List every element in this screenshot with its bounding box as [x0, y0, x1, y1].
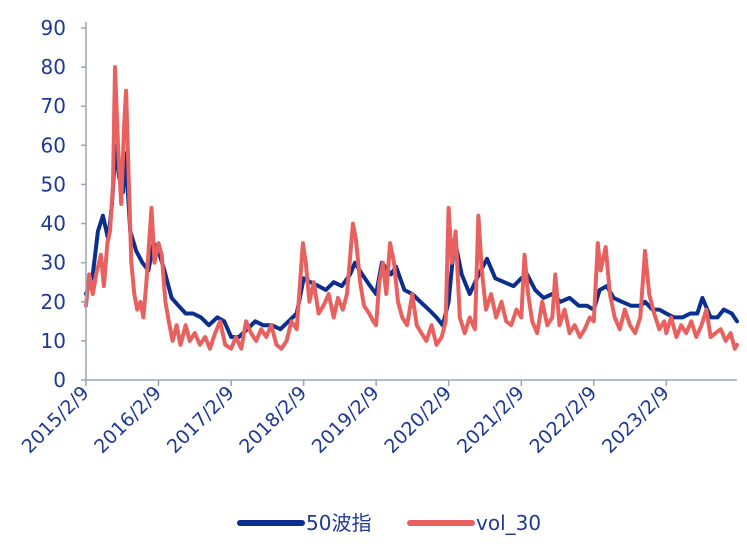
y-tick-label: 70 [41, 94, 66, 118]
x-tick-label: 2020/2/9 [380, 382, 456, 458]
x-axis-ticks: 2015/2/92016/2/92017/2/92018/2/92019/2/9… [18, 380, 674, 458]
x-tick-label: 2017/2/9 [163, 382, 239, 458]
y-tick-label: 60 [41, 133, 66, 157]
y-axis-ticks: 0 10 20 30 40 50 60 70 80 90 [41, 16, 86, 392]
series-line-vol30 [84, 65, 739, 351]
y-tick-label: 0 [53, 368, 66, 392]
x-tick-label: 2019/2/9 [308, 382, 384, 458]
plot-lines [84, 65, 739, 351]
y-tick-label: 90 [41, 16, 66, 40]
y-tick-label: 50 [41, 172, 66, 196]
legend: 50波指 vol_30 [237, 511, 541, 535]
y-tick-label: 40 [41, 212, 66, 236]
x-tick-label: 2015/2/9 [18, 382, 94, 458]
y-tick-label: 80 [41, 55, 66, 79]
x-tick-label: 2023/2/9 [598, 382, 674, 458]
x-tick-label: 2021/2/9 [453, 382, 529, 458]
x-tick-label: 2022/2/9 [525, 382, 601, 458]
y-tick-label: 30 [41, 251, 66, 275]
x-tick-label: 2016/2/9 [90, 382, 166, 458]
legend-label: 50波指 [306, 511, 371, 535]
legend-label: vol_30 [476, 511, 541, 535]
y-tick-label: 20 [41, 290, 66, 314]
x-tick-label: 2018/2/9 [235, 382, 311, 458]
y-tick-label: 10 [41, 329, 66, 353]
